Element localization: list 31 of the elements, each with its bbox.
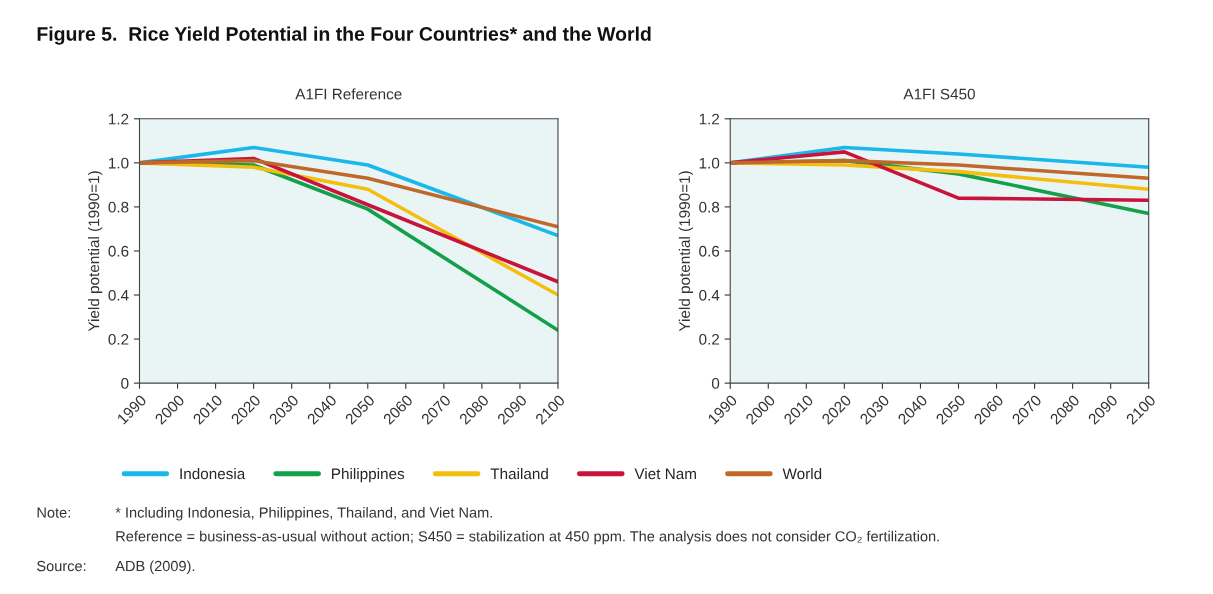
- y-tick-label: 0.2: [699, 333, 720, 345]
- line-series: [730, 158, 1149, 181]
- y-tick-label: 0.2: [108, 333, 129, 345]
- y-axis-title: Yield potential (1990=1): [88, 171, 103, 332]
- y-tick-label: 0: [711, 378, 720, 389]
- legend-label: Indonesia: [180, 468, 246, 480]
- y-tick-label: 1.2: [109, 113, 129, 125]
- caption: Figure 5. Rice Yield Potential in the Four Countries* and the World: [37, 26, 651, 45]
- y-tick-label: 0.4: [108, 289, 129, 301]
- y-tick-label: 0.4: [699, 289, 720, 301]
- line-series: [139, 158, 558, 229]
- y-tick-label: 1.0: [699, 157, 720, 169]
- y-tick-label: 0.6: [699, 245, 720, 257]
- legend-label: World: [782, 468, 822, 480]
- legend-label: Philippines: [332, 468, 405, 483]
- legend-label: Viet Nam: [634, 468, 696, 480]
- chart-title: A1FI S450: [903, 88, 975, 100]
- y-tick-label: 0.8: [699, 201, 720, 213]
- y-tick-label: 0.6: [108, 245, 129, 257]
- text: Reference = business-as-usual without action; S450 = stabilization at 450 ppm. The analysis does not consider CO₂ fertilization.: [116, 530, 939, 545]
- y-tick-label: 0: [121, 378, 129, 389]
- chart-title: A1FI Reference: [295, 88, 402, 100]
- y-axis-title: Yield potential (1990=1): [678, 171, 694, 332]
- source-note: Source:: [37, 560, 86, 572]
- text: ADB (2009).: [115, 560, 195, 575]
- text: Note:: [37, 507, 70, 518]
- y-tick-label: 1.0: [109, 157, 129, 169]
- y-tick-label: 1.2: [699, 113, 720, 125]
- legend-label: Thailand: [490, 468, 548, 480]
- y-tick-label: 0.8: [108, 201, 129, 213]
- text: * Including Indonesia, Philippines, Thailand, and Viet Nam.: [115, 507, 492, 521]
